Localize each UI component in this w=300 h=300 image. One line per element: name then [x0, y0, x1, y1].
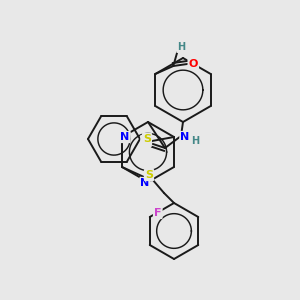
- Text: F: F: [154, 208, 161, 218]
- Text: N: N: [180, 132, 190, 142]
- Text: S: S: [143, 134, 151, 144]
- Text: S: S: [145, 170, 153, 180]
- Text: N: N: [140, 178, 150, 188]
- Text: O: O: [189, 59, 198, 69]
- Text: H: H: [177, 42, 185, 52]
- Text: H: H: [191, 136, 199, 146]
- Text: N: N: [120, 132, 130, 142]
- Text: O: O: [141, 136, 151, 146]
